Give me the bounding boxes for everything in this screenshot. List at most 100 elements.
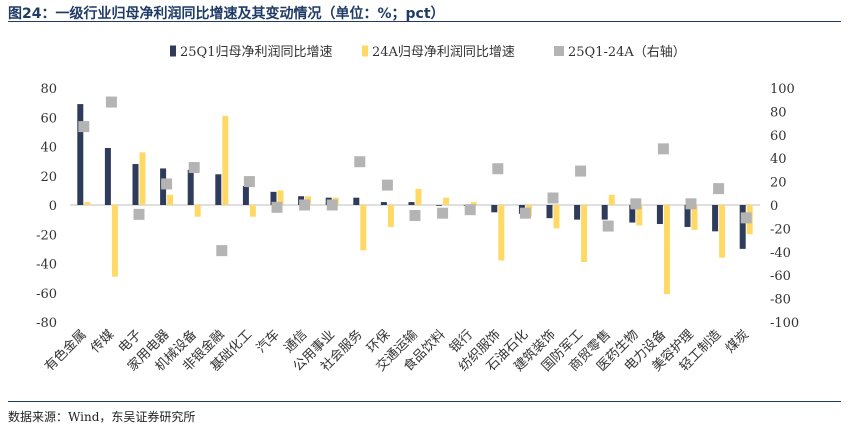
title-rule [8,21,841,22]
bar [77,104,84,205]
y-right-tick-label: 80 [770,105,787,120]
marker-point [740,212,752,224]
y-left-tick-label: -40 [36,258,57,273]
bar [353,197,360,205]
bar [712,205,719,232]
bars [77,104,753,295]
bar [663,205,670,295]
bar [546,205,553,219]
y-right-tick-label: -100 [770,316,799,331]
bar [242,185,249,205]
y-left-tick-label: -20 [36,228,57,243]
legend-swatch [362,45,368,57]
markers [78,96,752,257]
marker-point [602,220,614,232]
bar [360,205,367,251]
y-right-tick-label: 100 [770,82,795,97]
y-left-tick-label: -80 [36,316,57,331]
bar [104,147,111,205]
y-right-tick-label: -40 [770,246,791,261]
legend-swatch [170,45,176,57]
bar [215,174,222,205]
marker-point [547,192,559,204]
marker-point [492,163,504,175]
bar [629,205,636,223]
x-tick-label: 传媒 [88,327,117,356]
bar [84,202,91,205]
bar [608,194,615,205]
axes: 80 60 40 20 0 -20 -40 -60 -80 100 80 60 40 20 0 -20 -40 -… [36,82,799,331]
source-rule [8,401,841,402]
y-right-tick-label: 60 [770,129,787,144]
marker-point [243,176,255,188]
marker-point [105,96,117,108]
y-left-tick-label: 0 [49,199,57,214]
bar [167,194,174,205]
bar [408,202,415,205]
marker-point [657,143,669,155]
marker-point [464,204,476,216]
bar [581,205,588,263]
bar [601,205,608,220]
bar [132,164,139,205]
bar [249,205,256,217]
marker-point [685,198,697,210]
marker-point [78,121,90,133]
marker-point [409,210,421,222]
marker-point [437,207,449,219]
marker-point [326,199,338,211]
bar [387,205,394,227]
y-left-tick-label: 60 [40,111,57,126]
y-left-tick-label: 40 [40,141,57,156]
marker-point [713,183,725,195]
y-left-tick-label: -60 [36,287,57,302]
marker-point [299,199,311,211]
bar [719,205,726,258]
marker-point [630,198,642,210]
bar [498,205,505,261]
marker-point [133,208,145,220]
marker-point [161,178,173,190]
legend-label: 25Q1归母净利润同比增速 [180,45,332,60]
marker-point [381,179,393,191]
y-right-tick-label: -80 [770,293,791,308]
bar [415,188,422,205]
chart-title: 图24：一级行业归母净利润同比增速及其变动情况（单位：%；pct） [8,6,445,22]
bar [270,191,277,205]
y-right-tick-label: 40 [770,152,787,167]
y-left-tick-label: 80 [40,82,57,97]
bar [380,202,387,205]
marker-point [575,165,587,177]
marker-point [354,156,366,168]
bar [436,205,443,206]
bar [443,197,450,205]
bar [139,152,146,205]
marker-point [216,245,228,257]
legend-swatch [554,46,564,56]
y-right-tick-label: -60 [770,269,791,284]
bar [739,205,746,249]
x-tick-label: 汽车 [253,327,283,357]
y-left-tick-label: 20 [40,170,57,185]
legend-label: 25Q1-24A（右轴） [568,45,686,60]
marker-point [188,162,200,174]
data-source: 数据来源：Wind，东吴证券研究所 [8,410,196,424]
bar [656,205,663,225]
bar [553,205,560,229]
y-right-tick-label: -20 [770,222,791,237]
x-tick-label: 煤炭 [723,327,752,356]
bar [684,205,691,227]
bar [111,205,118,277]
marker-point [519,207,531,219]
legend-label: 24A归母净利润同比增速 [372,45,515,60]
bar [187,169,194,205]
legend: 25Q1归母净利润同比增速 24A归母净利润同比增速 25Q1-24A（右轴） [170,45,686,60]
marker-point [271,201,283,213]
bar [691,205,698,230]
bar [491,205,498,213]
bar [636,205,643,226]
x-tick-label: 有色金属 [42,327,90,375]
chart-svg: 25Q1归母净利润同比增速 24A归母净利润同比增速 25Q1-24A（右轴） 80… [36,45,799,375]
bar [470,202,477,205]
x-tick-labels: 有色金属传媒电子家用电器机械设备非银金融基础化工汽车通信公用事业社会服务环保交通… [42,327,752,375]
